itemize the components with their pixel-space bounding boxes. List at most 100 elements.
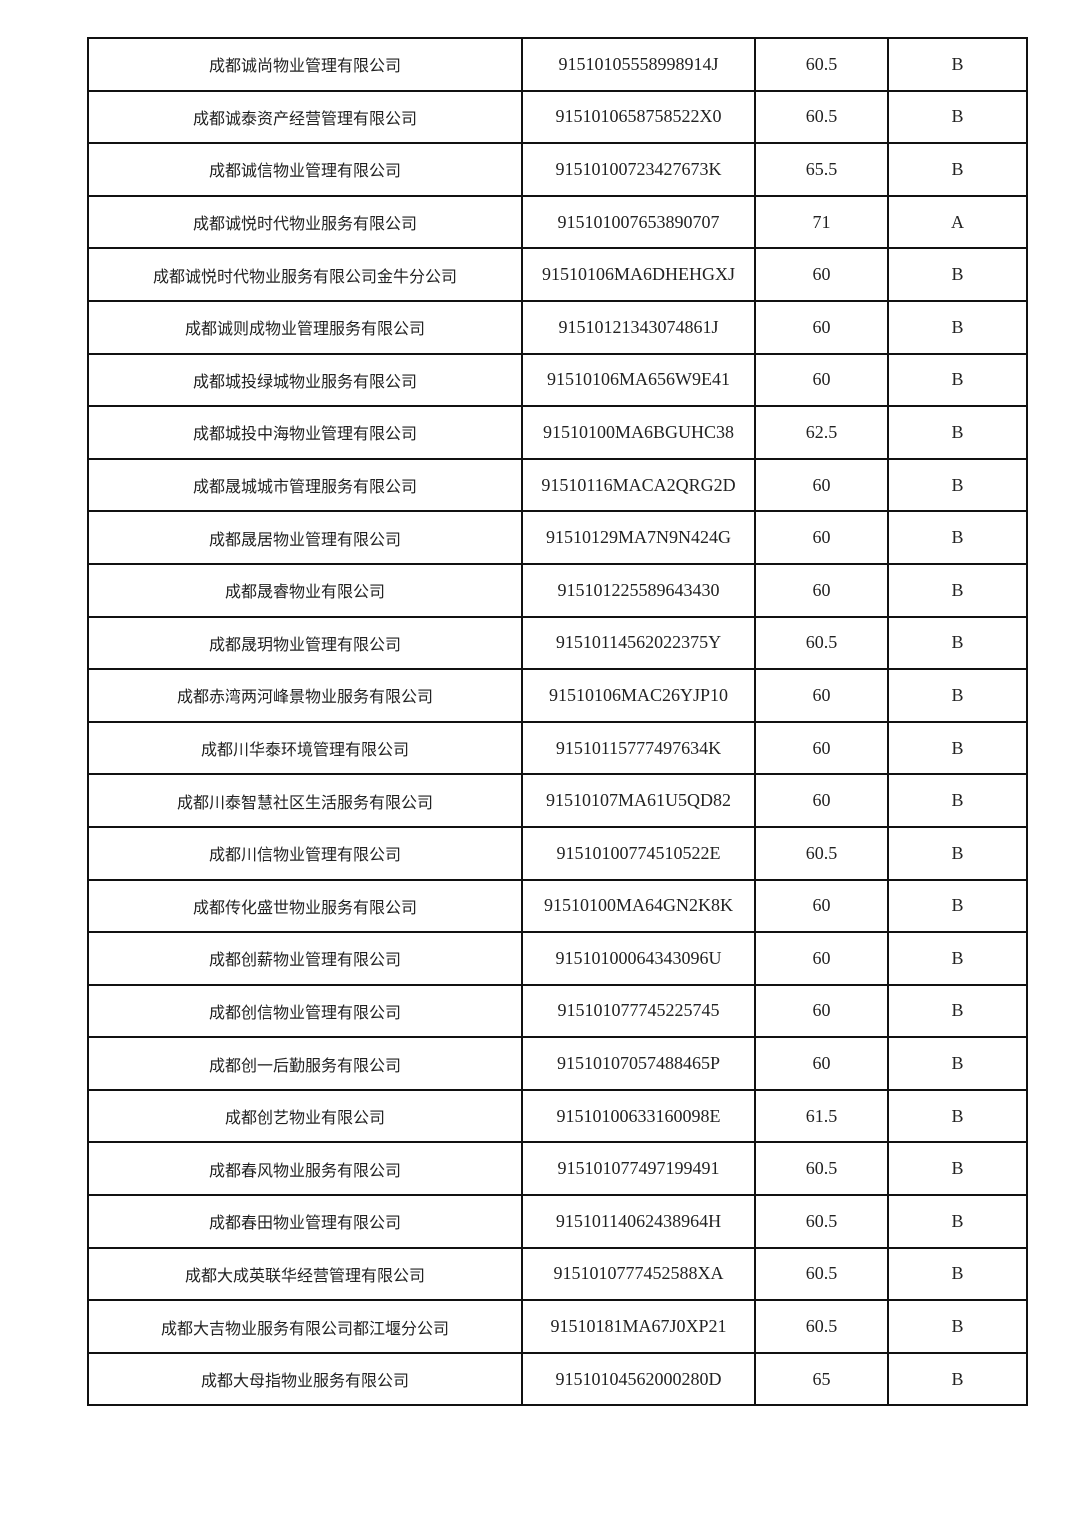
grade-cell: B xyxy=(887,668,1028,723)
company-name-cell: 成都川泰智慧社区生活服务有限公司 xyxy=(87,773,523,828)
company-name-cell: 成都大母指物业服务有限公司 xyxy=(87,1351,523,1407)
score-cell: 60 xyxy=(754,457,889,513)
score-cell: 71 xyxy=(754,194,889,250)
table-row: 成都城投绿城物业服务有限公司 91510106MA656W9E41 60 B xyxy=(87,352,1028,408)
score-cell: 60 xyxy=(754,773,889,828)
table-row: 成都传化盛世物业服务有限公司 91510100MA64GN2K8K 60 B xyxy=(87,878,1028,934)
company-name-cell: 成都创艺物业有限公司 xyxy=(87,1088,523,1144)
table-row: 成都晟居物业管理有限公司 91510129MA7N9N424G 60 B xyxy=(87,510,1028,565)
grade-cell: B xyxy=(887,773,1028,828)
score-cell: 60 xyxy=(754,352,889,408)
credit-code-cell: 91510106MAC26YJP10 xyxy=(521,668,756,723)
grade-cell: B xyxy=(887,37,1028,92)
company-name-cell: 成都晟睿物业有限公司 xyxy=(87,562,523,618)
table-row: 成都诚尚物业管理有限公司 91510105558998914J 60.5 B xyxy=(87,37,1028,92)
credit-code-cell: 91510100MA6BGUHC38 xyxy=(521,405,756,460)
company-name-cell: 成都创信物业管理有限公司 xyxy=(87,983,523,1039)
company-name-cell: 成都诚则成物业管理服务有限公司 xyxy=(87,299,523,355)
company-name-cell: 成都诚泰资产经营管理有限公司 xyxy=(87,89,523,145)
grade-cell: A xyxy=(887,194,1028,250)
score-cell: 60 xyxy=(754,562,889,618)
company-name-cell: 成都创一后勤服务有限公司 xyxy=(87,1036,523,1091)
table-row: 成都创艺物业有限公司 91510100633160098E 61.5 B xyxy=(87,1088,1028,1144)
credit-code-cell: 915101225589643430 xyxy=(521,562,756,618)
table-row: 成都大母指物业服务有限公司 91510104562000280D 65 B xyxy=(87,1351,1028,1407)
grade-cell: B xyxy=(887,1088,1028,1144)
credit-code-cell: 91510100064343096U xyxy=(521,931,756,986)
score-cell: 60.5 xyxy=(754,615,889,671)
credit-code-cell: 91510100MA64GN2K8K xyxy=(521,878,756,934)
company-name-cell: 成都诚悦时代物业服务有限公司金牛分公司 xyxy=(87,247,523,302)
score-cell: 65.5 xyxy=(754,142,889,197)
table-row: 成都大吉物业服务有限公司都江堰分公司 91510181MA67J0XP21 60.5… xyxy=(87,1299,1028,1354)
credit-code-cell: 915101077745225745 xyxy=(521,983,756,1039)
score-cell: 61.5 xyxy=(754,1088,889,1144)
table-row: 成都川华泰环境管理有限公司 91510115777497634K 60 B xyxy=(87,720,1028,776)
company-name-cell: 成都晟城城市管理服务有限公司 xyxy=(87,457,523,513)
table-row: 成都诚悦时代物业服务有限公司金牛分公司 91510106MA6DHEHGXJ 60 B xyxy=(87,247,1028,302)
score-cell: 60.5 xyxy=(754,89,889,145)
table-row: 成都晟玥物业管理有限公司 91510114562022375Y 60.5 B xyxy=(87,615,1028,671)
credit-code-cell: 91510100774510522E xyxy=(521,825,756,881)
grade-cell: B xyxy=(887,89,1028,145)
score-cell: 60 xyxy=(754,720,889,776)
company-name-cell: 成都晟玥物业管理有限公司 xyxy=(87,615,523,671)
table-row: 成都诚则成物业管理服务有限公司 91510121343074861J 60 B xyxy=(87,299,1028,355)
company-name-cell: 成都川华泰环境管理有限公司 xyxy=(87,720,523,776)
credit-code-cell: 91510105558998914J xyxy=(521,37,756,92)
company-name-cell: 成都诚信物业管理有限公司 xyxy=(87,142,523,197)
score-cell: 60.5 xyxy=(754,825,889,881)
table-row: 成都春田物业管理有限公司 91510114062438964H 60.5 B xyxy=(87,1194,1028,1249)
company-name-cell: 成都川信物业管理有限公司 xyxy=(87,825,523,881)
credit-code-cell: 91510104562000280D xyxy=(521,1351,756,1407)
credit-code-cell: 91510106587585​22X0 xyxy=(521,89,756,145)
grade-cell: B xyxy=(887,931,1028,986)
score-cell: 60 xyxy=(754,931,889,986)
table-row: 成都城投中海物业管理有限公司 91510100MA6BGUHC38 62.5 B xyxy=(87,405,1028,460)
grade-cell: B xyxy=(887,299,1028,355)
table-row: 成都川信物业管理有限公司 91510100774510522E 60.5 B xyxy=(87,825,1028,881)
company-name-cell: 成都晟居物业管理有限公司 xyxy=(87,510,523,565)
grade-cell: B xyxy=(887,878,1028,934)
company-name-cell: 成都诚悦时代物业服务有限公司 xyxy=(87,194,523,250)
credit-code-cell: 91510181MA67J0XP21 xyxy=(521,1299,756,1354)
company-name-cell: 成都城投中海物业管理有限公司 xyxy=(87,405,523,460)
grade-cell: B xyxy=(887,1299,1028,1354)
credit-code-cell: 91510115777497634K xyxy=(521,720,756,776)
company-name-cell: 成都传化盛世物业服务有限公司 xyxy=(87,878,523,934)
grade-cell: B xyxy=(887,562,1028,618)
credit-code-cell: 91510114562022375Y xyxy=(521,615,756,671)
grade-cell: B xyxy=(887,352,1028,408)
company-name-cell: 成都城投绿城物业服务有限公司 xyxy=(87,352,523,408)
score-cell: 60 xyxy=(754,1036,889,1091)
credit-code-cell: 91510106MA656W9E41 xyxy=(521,352,756,408)
table-row: 成都创薪物业管理有限公司 91510100064343096U 60 B xyxy=(87,931,1028,986)
grade-cell: B xyxy=(887,1246,1028,1302)
table-body: 成都诚尚物业管理有限公司 91510105558998914J 60.5 B 成都诚泰资… xyxy=(87,37,1028,1407)
score-cell: 60.5 xyxy=(754,37,889,92)
grade-cell: B xyxy=(887,1351,1028,1407)
credit-code-cell: 91510100723427673K xyxy=(521,142,756,197)
score-cell: 65 xyxy=(754,1351,889,1407)
credit-code-cell: 915101077497199491 xyxy=(521,1141,756,1197)
table-row: 成都春风物业服务有限公司 915101077497199491 60.5 B xyxy=(87,1141,1028,1197)
score-cell: 60.5 xyxy=(754,1141,889,1197)
credit-code-cell: 91510107774525​88XA xyxy=(521,1246,756,1302)
grade-cell: B xyxy=(887,457,1028,513)
table-row: 成都晟城城市管理服务有限公司 91510116MACA2QRG2D 60 B xyxy=(87,457,1028,513)
score-cell: 60 xyxy=(754,983,889,1039)
table-row: 成都晟睿物业有限公司 915101225589643430 60 B xyxy=(87,562,1028,618)
score-cell: 60.5 xyxy=(754,1246,889,1302)
score-cell: 60 xyxy=(754,299,889,355)
company-name-cell: 成都春风物业服务有限公司 xyxy=(87,1141,523,1197)
grade-cell: B xyxy=(887,1141,1028,1197)
grade-cell: B xyxy=(887,720,1028,776)
score-cell: 60.5 xyxy=(754,1194,889,1249)
credit-code-cell: 91510107MA61U5QD82 xyxy=(521,773,756,828)
table-row: 成都诚泰资产经营管理有限公司 91510106587585​22X0 60.5 B xyxy=(87,89,1028,145)
table-row: 成都赤湾两河峰景物业服务有限公司 91510106MAC26YJP10 60 B xyxy=(87,668,1028,723)
grade-cell: B xyxy=(887,510,1028,565)
company-name-cell: 成都赤湾两河峰景物业服务有限公司 xyxy=(87,668,523,723)
score-cell: 60.5 xyxy=(754,1299,889,1354)
credit-code-cell: 91510116MACA2QRG2D xyxy=(521,457,756,513)
